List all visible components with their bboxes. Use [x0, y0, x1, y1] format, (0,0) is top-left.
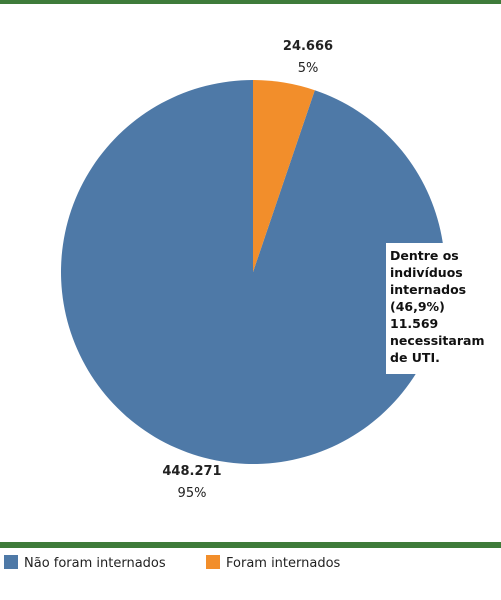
legend-swatch — [206, 555, 220, 569]
percent-label: 5% — [298, 61, 319, 76]
value-label: 24.666 — [283, 39, 333, 54]
legend-label: Foram internados — [226, 556, 341, 571]
top-bar — [0, 0, 501, 4]
pie-slice — [253, 80, 315, 272]
bottom-bar — [0, 542, 501, 548]
legend-swatch — [4, 555, 18, 569]
pie-slice — [61, 80, 446, 465]
annotation: Dentre os indivíduos internados (46,9%) … — [386, 243, 492, 374]
legend-label: Não foram internados — [24, 556, 166, 571]
value-label: 448.271 — [162, 464, 221, 479]
percent-label: 95% — [178, 486, 207, 501]
